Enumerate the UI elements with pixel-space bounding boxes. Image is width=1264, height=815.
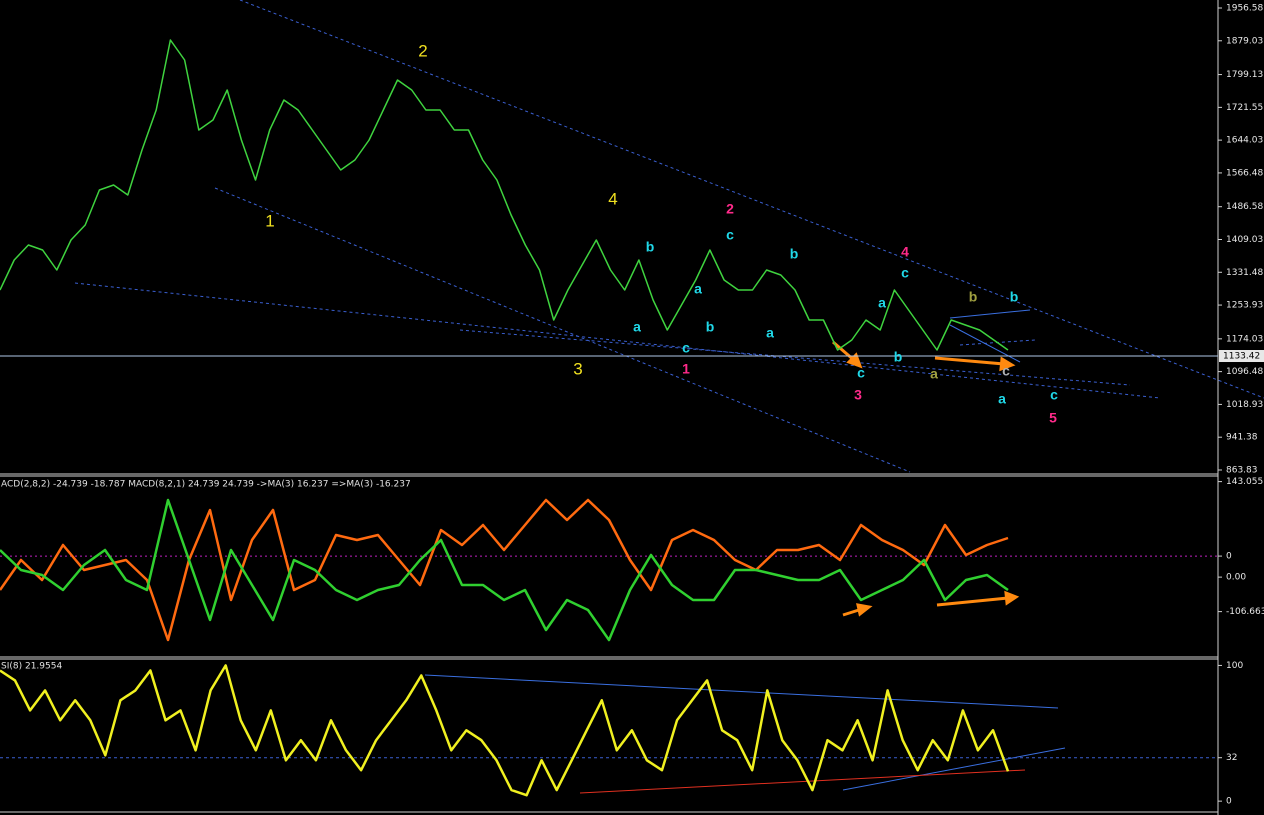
wave-label: b: [646, 239, 655, 255]
wave-label: c: [1050, 387, 1058, 403]
y-tick-label: 1644.03: [1226, 136, 1263, 146]
series-line: [0, 498, 1009, 642]
wave-label: c: [857, 365, 865, 381]
y-tick-label: 1018.93: [1226, 400, 1263, 410]
rsi-support-line: [579, 769, 1026, 794]
wave-label: 3: [573, 359, 582, 378]
arrow-head: [1004, 590, 1020, 606]
wave-label: 1: [682, 361, 690, 377]
wave-label: 1: [265, 211, 274, 230]
arrow: [936, 596, 1009, 607]
y-tick-label: 1096.48: [1226, 367, 1263, 377]
y-tick-label: 100: [1226, 661, 1243, 671]
wave-label: a: [930, 366, 938, 382]
arrow: [934, 356, 1005, 366]
rsi-trend-line: [424, 674, 1059, 709]
wave-label: c: [1002, 363, 1010, 379]
wave-label: 3: [854, 387, 862, 403]
wave-label: a: [998, 391, 1006, 407]
y-tick-label: 1721.55: [1226, 103, 1263, 113]
y-tick-label: 1253.93: [1226, 301, 1263, 311]
trend-line: [214, 187, 911, 473]
macd-title: ACD(2,8,2) -24.739 -18.787 MACD(8,2,1) 2…: [1, 480, 411, 490]
wave-label: c: [682, 340, 690, 356]
wave-label: a: [694, 281, 702, 297]
y-tick-label: 0: [1226, 552, 1232, 562]
trend-line: [459, 329, 1131, 386]
wave-label: a: [633, 319, 641, 335]
current-price-box: [1219, 350, 1264, 363]
wave-label: b: [790, 246, 799, 262]
y-tick-label: 1409.03: [1226, 235, 1263, 245]
wave-label: c: [726, 227, 734, 243]
y-tick-label: 1174.03: [1226, 334, 1263, 344]
wave-label: 2: [726, 201, 734, 217]
y-tick-label: 1331.48: [1226, 268, 1263, 278]
wave-label: 5: [1049, 410, 1057, 426]
y-tick-label: 1566.48: [1226, 168, 1263, 178]
y-tick-label: 32: [1226, 753, 1237, 763]
y-tick-label: 1879.03: [1226, 36, 1263, 46]
arrow-head: [846, 352, 863, 369]
wave-label: 4: [901, 244, 909, 260]
arrow-head: [999, 356, 1016, 372]
wave-label: b: [894, 349, 903, 365]
wave-label: b: [706, 319, 715, 335]
rsi-title: SI(8) 21.9554: [1, 662, 62, 672]
y-tick-label: 941.38: [1226, 433, 1258, 443]
wave-label: 2: [418, 41, 427, 60]
arrow-head: [856, 603, 873, 617]
wave-label: b: [1010, 289, 1019, 305]
y-tick-label: 863.83: [1226, 465, 1258, 475]
channel-line: [949, 309, 1031, 319]
wave-label: 4: [608, 189, 617, 208]
y-tick-label: 1486.58: [1226, 202, 1263, 212]
wave-label: c: [901, 265, 909, 281]
y-tick-label: 1956.58: [1226, 3, 1263, 13]
wave-label: a: [878, 295, 886, 311]
price-line: [0, 39, 1009, 351]
current-price-label: 1133.42: [1223, 352, 1260, 362]
rsi-trend-line: [842, 747, 1066, 791]
y-tick-label: 0: [1226, 797, 1232, 807]
arrows: [832, 340, 1020, 617]
y-tick-label: -106.663: [1226, 607, 1264, 617]
y-tick-label: 143.055: [1226, 477, 1263, 487]
wave-label: a: [766, 325, 774, 341]
series-line: [0, 498, 1009, 642]
rsi-line: [0, 664, 1010, 797]
y-tick-label: 1799.13: [1226, 70, 1263, 80]
trend-line: [74, 282, 1161, 399]
y-tick-label: 0.00: [1226, 573, 1246, 583]
wave-label: b: [969, 289, 978, 305]
